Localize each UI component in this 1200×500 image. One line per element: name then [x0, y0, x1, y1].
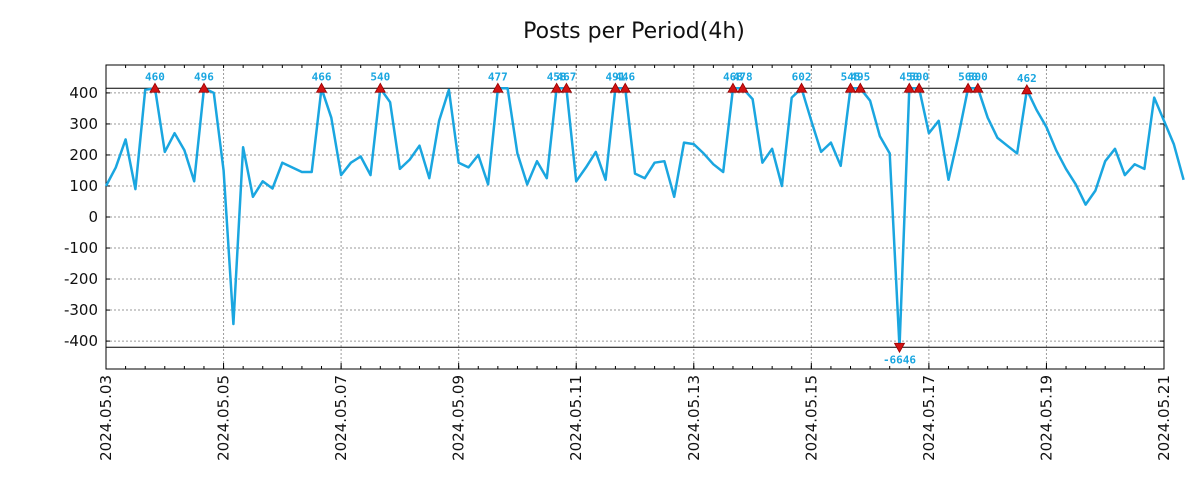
x-tick-label: 2024.05.17 — [920, 375, 938, 461]
x-tick-label: 2024.05.19 — [1037, 375, 1055, 461]
x-tick-label: 2024.05.05 — [215, 375, 233, 461]
outlier-label: 468 — [723, 70, 743, 83]
clip-lines — [106, 87, 1164, 348]
outlier-marker-up — [492, 82, 504, 93]
outlier-marker-up — [609, 82, 622, 93]
outlier-marker-up — [913, 82, 925, 93]
chart-title: Posts per Period(4h) — [523, 19, 745, 44]
outlier-marker-up — [149, 82, 161, 93]
outlier-marker-up — [854, 82, 866, 93]
series-layer — [104, 87, 1185, 349]
y-tick-label: -200 — [64, 270, 98, 288]
x-tick-label: 2024.05.03 — [97, 375, 115, 461]
outlier-marker-up — [550, 82, 563, 93]
y-tick-label: 100 — [69, 177, 98, 195]
outlier-label: 466 — [312, 70, 332, 83]
outlier-label: 458 — [547, 70, 567, 83]
y-tick-label: -400 — [64, 332, 98, 350]
x-tick-label: 2024.05.07 — [332, 375, 350, 461]
outlier-label: 560 — [958, 70, 978, 83]
y-tick-label: 0 — [88, 208, 98, 226]
outlier-marker-up — [198, 82, 210, 93]
outlier-label: 450 — [899, 70, 919, 83]
y-tick-label: -300 — [64, 301, 98, 319]
outlier-label: 545 — [841, 70, 861, 83]
x-tick-label: 2024.05.15 — [802, 375, 820, 461]
outlier-marker-up — [844, 82, 857, 93]
x-tick-label: 2024.05.13 — [685, 375, 703, 461]
outlier-marker-up — [962, 82, 974, 93]
outlier-label: 446 — [615, 70, 635, 83]
outlier-marker-up — [903, 82, 915, 93]
y-tick-label: 400 — [69, 84, 98, 102]
outlier-marker-up — [315, 82, 328, 93]
outlier-label: -6646 — [883, 353, 916, 366]
outlier-label: 477 — [488, 70, 508, 83]
outlier-marker-up — [374, 82, 386, 93]
outlier-label: 467 — [556, 70, 576, 83]
outlier-marker-up — [972, 82, 984, 93]
y-tick-label: 200 — [69, 146, 98, 164]
outlier-label: 460 — [145, 70, 165, 83]
x-tick-label: 2024.05.09 — [450, 375, 468, 461]
axis-ticks: 400 300 200 100 0 -100 -200 -300 -400 2024.05.03 2… — [64, 65, 1173, 461]
outlier-marker-up — [619, 82, 631, 93]
outlier-marker-up — [737, 82, 749, 93]
outlier-label: 462 — [1017, 72, 1037, 85]
outlier-label: 602 — [792, 70, 812, 83]
series-line-posts — [104, 87, 1185, 349]
outlier-label: 540 — [370, 70, 390, 83]
outlier-label: 496 — [194, 70, 214, 83]
outlier-label: 500 — [909, 70, 929, 83]
y-tick-label: -100 — [64, 239, 98, 257]
y-tick-label: 300 — [69, 115, 98, 133]
outlier-label: 495 — [850, 70, 870, 83]
outlier-marker-up — [795, 82, 808, 93]
outlier-label: 491 — [605, 70, 625, 83]
x-tick-label: 2024.05.21 — [1155, 375, 1173, 461]
outlier-marker-down — [893, 342, 906, 354]
x-tick-label: 2024.05.11 — [567, 375, 585, 461]
outlier-label: 500 — [968, 70, 988, 83]
outlier-marker-up — [1021, 83, 1033, 95]
outlier-label: 478 — [733, 70, 753, 83]
outlier-marker-up — [560, 82, 573, 93]
outlier-marker-up — [727, 82, 739, 93]
